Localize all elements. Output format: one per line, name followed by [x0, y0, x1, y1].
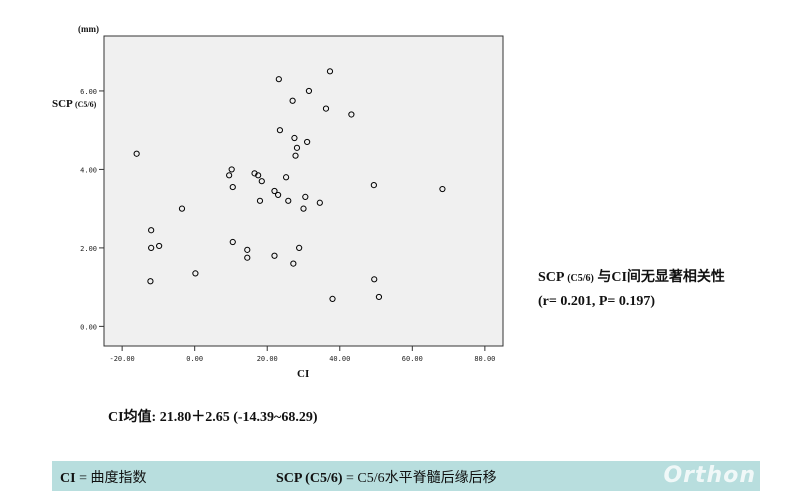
- scatter-plot: -20.00 0.00 20.00 40.00 60.00 80.00 0.00 2.00 4…: [80, 35, 504, 363]
- data-point: [293, 144, 301, 151]
- ci-mean-summary: CI均值: 21.80＋2.65 (-14.39~68.29): [108, 410, 318, 425]
- data-point: [156, 242, 163, 250]
- data-point: [271, 252, 278, 259]
- plot-area: [103, 35, 504, 347]
- data-point: [375, 293, 383, 301]
- y-tick-label: 6.00: [80, 88, 97, 96]
- data-point: [322, 105, 330, 112]
- data-point: [348, 111, 355, 118]
- orthon-logo: Orthon: [663, 463, 756, 488]
- correlation-title: SCP (C5/6) 与CI间无显著相关性: [538, 266, 725, 286]
- y-tick-label: 4.00: [80, 166, 97, 174]
- x-tick-label: 40.00: [329, 355, 350, 363]
- data-point: [147, 278, 154, 285]
- data-point: [226, 172, 233, 179]
- data-point: [371, 276, 378, 283]
- data-point: [302, 193, 309, 200]
- data-point: [255, 172, 262, 179]
- scp-term: SCP (C5/6): [276, 471, 343, 486]
- data-point: [285, 197, 292, 204]
- correlation-title-sub: (C5/6): [567, 273, 594, 284]
- ci-term: CI: [60, 471, 76, 486]
- data-point: [282, 174, 290, 181]
- y-tick-label: 2.00: [80, 245, 97, 253]
- x-axis-ticks: -20.00 0.00 20.00 40.00 60.00 80.00: [109, 346, 495, 363]
- data-point: [329, 295, 336, 303]
- data-point: [192, 270, 199, 277]
- y-axis-label: SCP (C5/6): [52, 98, 96, 110]
- data-point: [370, 182, 377, 189]
- data-point: [258, 178, 265, 185]
- ci-definition: CI = 曲度指数: [60, 467, 146, 487]
- data-point: [316, 199, 323, 206]
- data-point: [244, 246, 251, 253]
- scp-definition: SCP (C5/6) = C5/6水平脊髓后缘后移: [276, 467, 497, 487]
- correlation-title-tail: 与CI间无显著相关性: [593, 270, 725, 285]
- data-point: [290, 260, 297, 267]
- correlation-title-main: SCP: [538, 270, 564, 285]
- data-point: [275, 191, 282, 199]
- scp-def: = C5/6水平脊髓后缘后移: [342, 471, 497, 486]
- data-point: [228, 166, 235, 173]
- y-axis-label-sub: (C5/6): [74, 100, 97, 109]
- data-point: [148, 227, 155, 234]
- y-axis-ticks: 0.00 2.00 4.00 6.00: [80, 88, 104, 331]
- data-point: [439, 185, 446, 193]
- data-point: [178, 205, 186, 212]
- data-point: [229, 183, 236, 191]
- x-tick-label: -20.00: [109, 355, 134, 363]
- data-point: [305, 87, 313, 95]
- x-tick-label: 20.00: [257, 355, 278, 363]
- data-point: [133, 150, 140, 157]
- data-point: [292, 152, 299, 159]
- data-point: [256, 197, 264, 204]
- data-point: [244, 254, 251, 261]
- y-unit-label: (mm): [78, 24, 99, 34]
- data-point: [304, 138, 311, 146]
- data-point: [229, 238, 236, 246]
- data-point: [326, 68, 334, 75]
- correlation-stats: (r= 0.201, P= 0.197): [538, 294, 656, 309]
- x-tick-label: 80.00: [474, 355, 495, 363]
- data-point: [296, 244, 303, 251]
- x-tick-label: 60.00: [402, 355, 423, 363]
- data-point: [148, 244, 155, 251]
- data-point: [271, 187, 278, 195]
- x-axis-label: CI: [297, 368, 310, 380]
- y-tick-label: 0.00: [80, 323, 97, 331]
- data-point: [300, 205, 307, 212]
- data-point: [291, 134, 298, 142]
- data-point: [275, 76, 282, 83]
- data-points: [133, 68, 446, 303]
- data-point: [289, 97, 296, 104]
- definition-footer: CI = 曲度指数 SCP (C5/6) = C5/6水平脊髓后缘后移 Orth…: [52, 461, 760, 491]
- data-point: [276, 127, 284, 134]
- x-tick-label: 0.00: [186, 355, 203, 363]
- ci-def: = 曲度指数: [75, 471, 147, 486]
- y-axis-label-main: SCP: [52, 98, 73, 110]
